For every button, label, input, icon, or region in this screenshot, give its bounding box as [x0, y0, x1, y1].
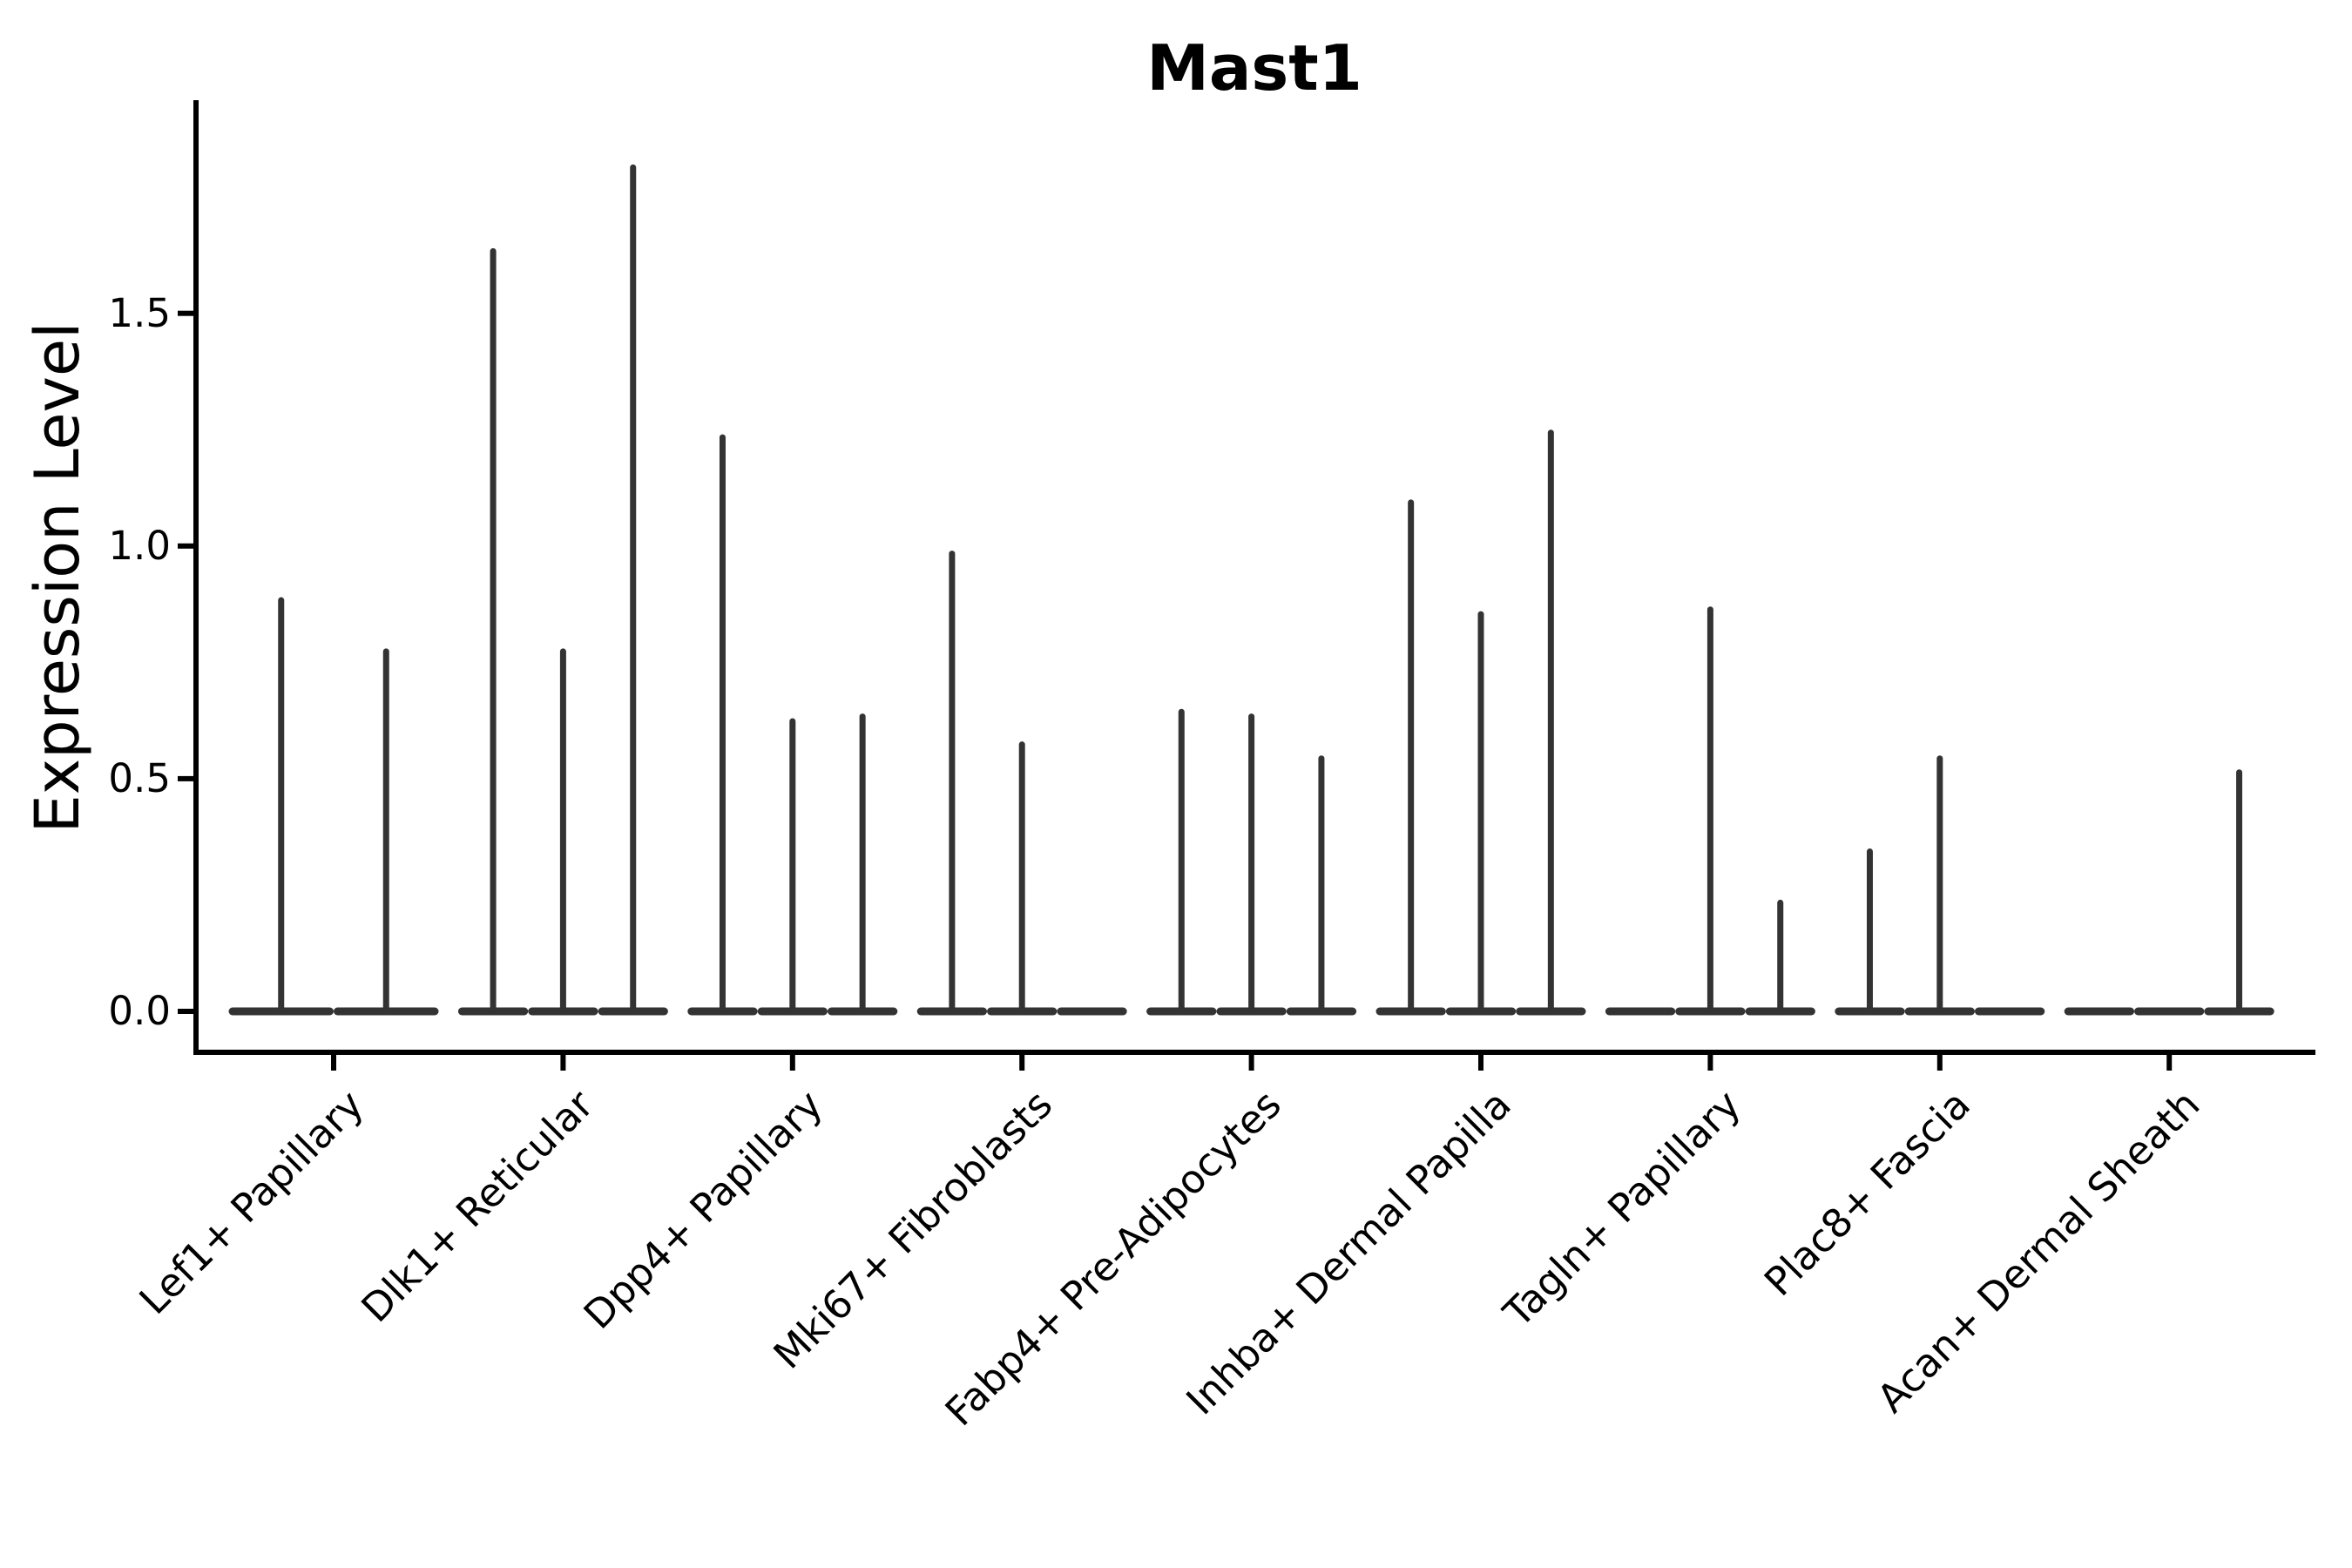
x-tick [1707, 1055, 1713, 1071]
y-tick [178, 1009, 193, 1014]
y-tick-label: 0.0 [108, 988, 171, 1034]
x-tick [1478, 1055, 1484, 1071]
x-tick [1936, 1055, 1943, 1071]
y-axis-label: Expression Level [22, 321, 93, 834]
y-tick-label: 1.5 [108, 289, 171, 336]
violin-base [2064, 1007, 2135, 1016]
chart-title: Mast1 [1146, 31, 1362, 105]
x-tick [1019, 1055, 1025, 1071]
y-tick-label: 0.5 [108, 754, 171, 801]
x-tick [560, 1055, 566, 1071]
y-tick [178, 543, 193, 549]
y-axis-spine [193, 100, 199, 1055]
y-tick [178, 310, 193, 316]
y-tick [178, 775, 193, 781]
violin-base [2134, 1007, 2205, 1016]
x-tick [789, 1055, 795, 1071]
x-tick [1248, 1055, 1254, 1071]
x-tick [331, 1055, 336, 1071]
y-tick-label: 1.0 [108, 522, 171, 569]
x-axis-spine [193, 1050, 2315, 1055]
violin-base [1974, 1007, 2045, 1016]
violin-base [1605, 1007, 1676, 1016]
violin-base [1057, 1007, 1127, 1016]
x-tick [2166, 1055, 2173, 1071]
